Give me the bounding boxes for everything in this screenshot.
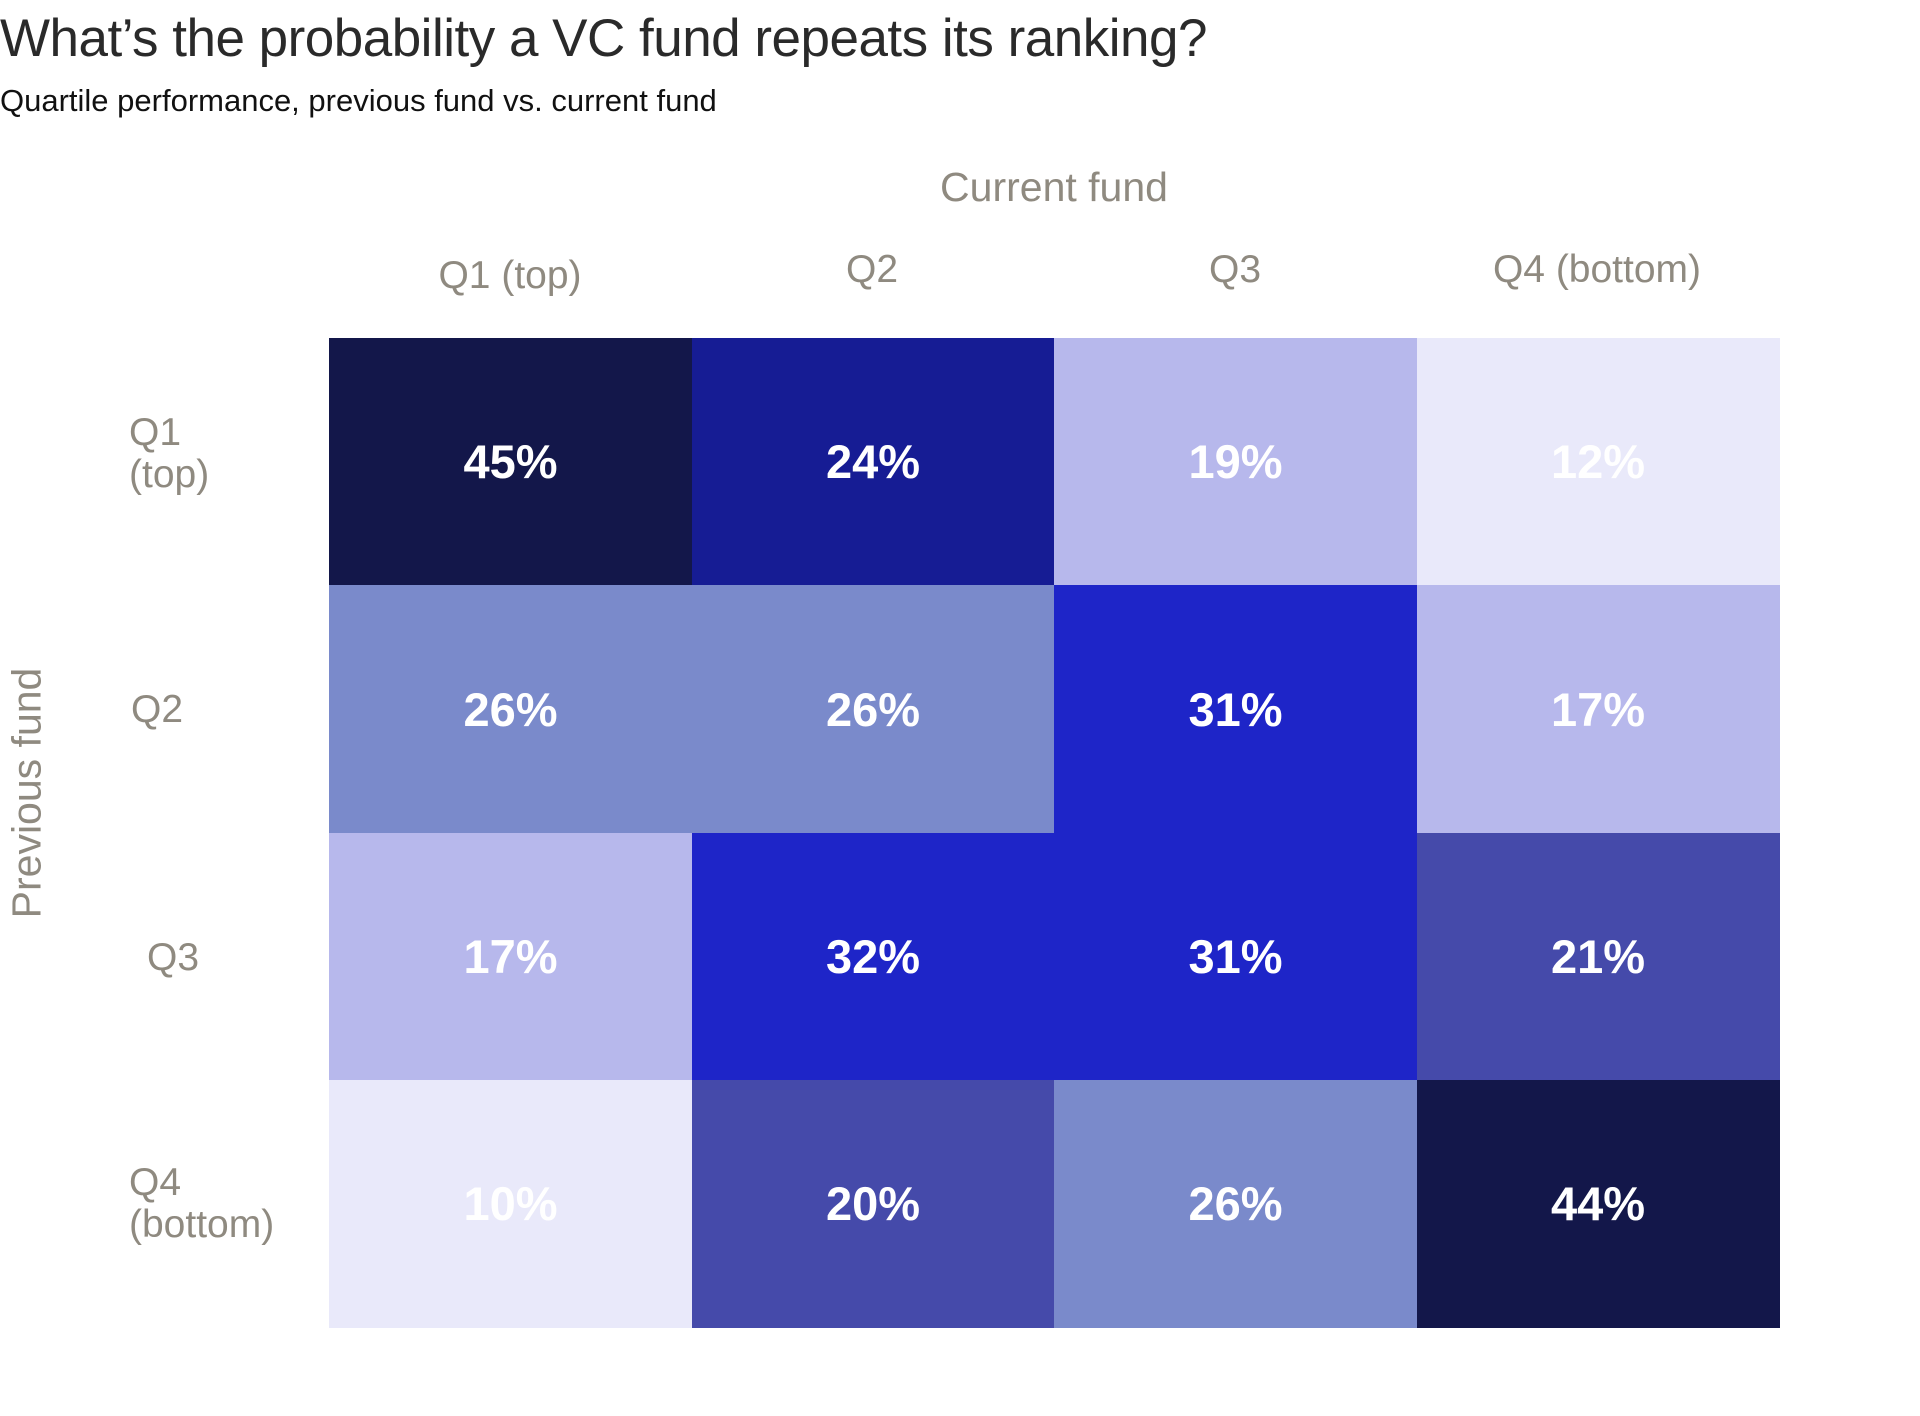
- cell-value-label: 20%: [825, 1177, 921, 1231]
- column-label: Q4 (bottom): [1492, 248, 1702, 291]
- heatmap-cell: 17%: [329, 832, 692, 1081]
- cell-value-label: 17%: [463, 929, 558, 983]
- cell-value-label: 44%: [1550, 1177, 1646, 1231]
- heatmap-grid: 45% 24% 19% 12% 26% 26% 31% 17% 17% 32% 31% 21% 10% 2…: [329, 338, 1780, 1328]
- cell-value-label: 19%: [1188, 435, 1283, 489]
- cell-value-label: 32%: [825, 929, 921, 983]
- column-label: Q1 (top): [438, 254, 582, 297]
- cell-value-label: 26%: [463, 682, 558, 736]
- cell-value-label: 24%: [825, 435, 921, 489]
- cell-value-label: 17%: [1550, 682, 1646, 736]
- cell-value-label: 31%: [1188, 682, 1283, 736]
- cell-value-label: 45%: [463, 435, 558, 489]
- heatmap-cell: 19%: [1054, 338, 1417, 586]
- heatmap-cell: 26%: [329, 585, 692, 833]
- column-label: Q2: [845, 248, 899, 291]
- row-label: Q4 (bottom): [129, 1161, 275, 1246]
- heatmap-cell: 32%: [691, 832, 1055, 1081]
- heatmap-cell: 17%: [1416, 585, 1780, 833]
- heatmap-cell: 26%: [1054, 1079, 1417, 1328]
- chart-title: What’s the probability a VC fund repeats…: [0, 9, 1207, 68]
- cell-value-label: 31%: [1188, 929, 1283, 983]
- cell-value-label: 21%: [1550, 929, 1646, 983]
- heatmap-cell: 31%: [1054, 832, 1417, 1081]
- heatmap-cell: 10%: [329, 1079, 692, 1328]
- row-label: Q1 (top): [129, 411, 210, 496]
- heatmap-cell: 26%: [691, 585, 1055, 833]
- cell-value-label: 10%: [463, 1177, 558, 1231]
- column-label: Q3: [1208, 248, 1262, 291]
- cell-value-label: 26%: [1188, 1177, 1283, 1231]
- row-label: Q3: [147, 936, 200, 979]
- y-axis-title: Previous fund: [3, 667, 50, 919]
- heatmap-cell: 12%: [1416, 338, 1780, 586]
- heatmap-cell: 45%: [329, 338, 692, 586]
- heatmap-cell: 21%: [1416, 832, 1780, 1081]
- heatmap-cell: 24%: [691, 338, 1055, 586]
- x-axis-title: Current fund: [940, 164, 1168, 210]
- heatmap-cell: 31%: [1054, 585, 1417, 833]
- heatmap-cell: 44%: [1416, 1079, 1780, 1328]
- cell-value-label: 26%: [825, 682, 921, 736]
- cell-value-label: 12%: [1550, 435, 1646, 489]
- row-label: Q2: [131, 688, 184, 731]
- heatmap-cell: 20%: [691, 1079, 1055, 1328]
- chart-subtitle: Quartile performance, previous fund vs. …: [0, 83, 717, 118]
